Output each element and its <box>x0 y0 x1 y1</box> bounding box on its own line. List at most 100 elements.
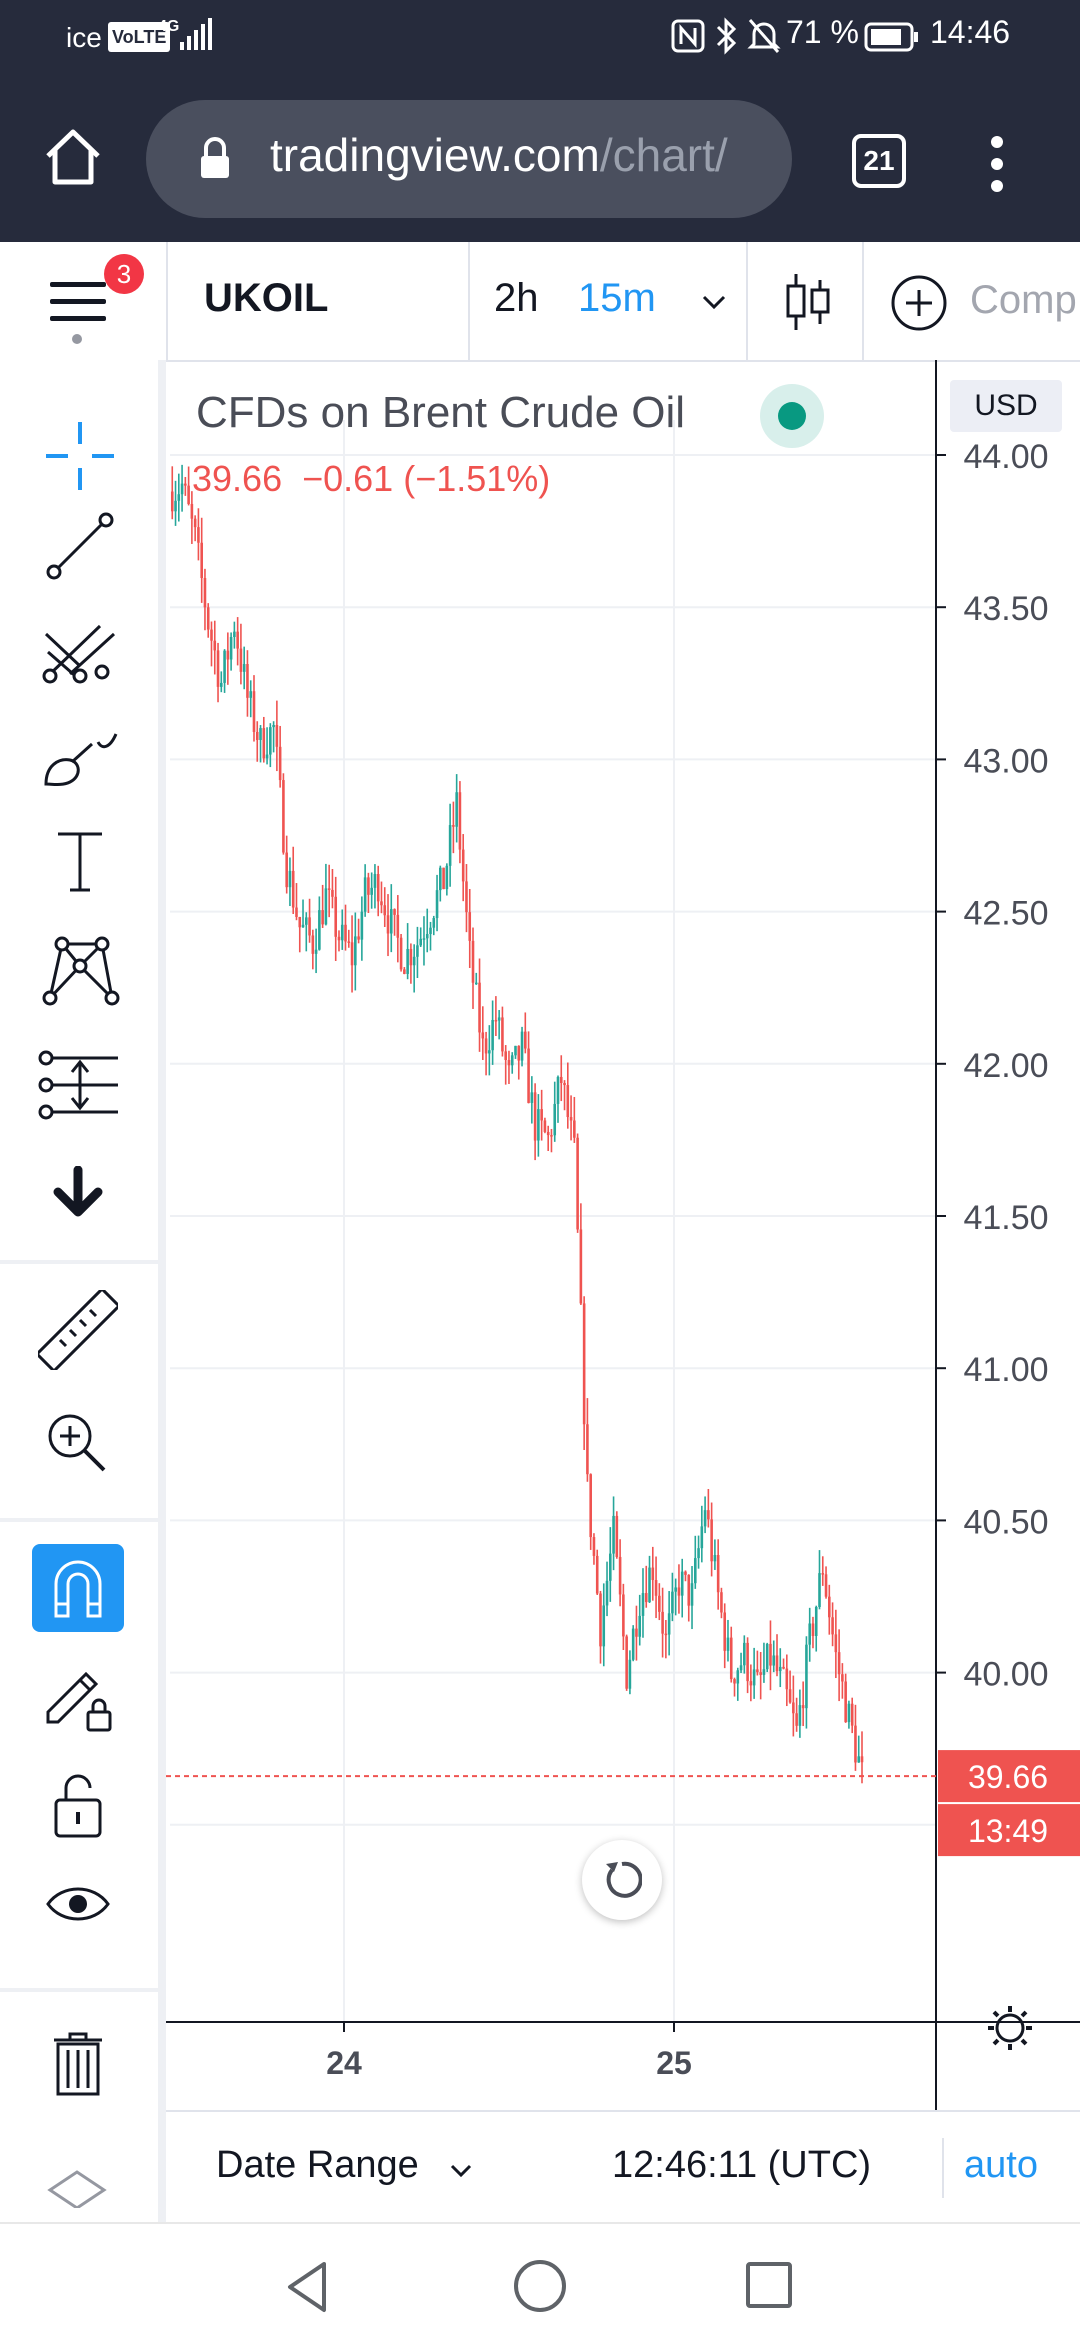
prediction-measure-icon[interactable] <box>38 1050 122 1120</box>
last-price-label: 39.66 <box>968 1759 1048 1795</box>
candle-body <box>435 890 439 919</box>
interval-button[interactable]: 15m <box>578 276 656 320</box>
pitchfork-icon[interactable] <box>40 616 120 688</box>
chevron-down-icon[interactable] <box>700 292 728 312</box>
candle-body <box>370 887 373 895</box>
price-tick-label: 44.00 <box>963 438 1048 476</box>
candle-body <box>720 1592 723 1613</box>
volte-badge: VoLTE <box>108 22 171 52</box>
browser-bar: tradingview.com/chart/ 21 <box>0 76 1080 242</box>
magnet-icon <box>54 1560 102 1618</box>
price-tick-label: 42.00 <box>963 1047 1048 1085</box>
candle-body <box>684 1571 687 1575</box>
range-label[interactable]: 2h <box>494 276 539 320</box>
toolbar-divider <box>746 242 748 360</box>
back-icon[interactable] <box>284 2260 332 2314</box>
candle-body <box>275 725 279 747</box>
zoom-in-icon[interactable] <box>44 1410 108 1474</box>
compare-button[interactable]: Comp <box>970 278 1077 322</box>
system-nav-bar <box>0 2222 1080 2342</box>
candle-body <box>409 948 413 966</box>
market-status-indicator[interactable] <box>760 384 824 448</box>
layers-icon[interactable] <box>46 2168 108 2208</box>
candle-body <box>756 1669 759 1673</box>
candle-body <box>563 1082 566 1086</box>
settings-gear-icon[interactable] <box>986 2004 1034 2052</box>
candle-body <box>743 1642 746 1666</box>
candles-chart-type-icon[interactable] <box>784 272 832 332</box>
candle-body <box>850 1703 854 1726</box>
candle-body <box>687 1574 691 1606</box>
date-range-button[interactable]: Date Range <box>216 2144 419 2186</box>
candle-body <box>540 1109 543 1121</box>
currency-label[interactable]: USD <box>950 380 1062 432</box>
clock-time: 14:46 <box>930 14 1011 50</box>
arrow-down-icon[interactable] <box>50 1166 106 1218</box>
candle-body <box>308 917 311 936</box>
reset-chart-button[interactable] <box>582 1840 662 1920</box>
candle-body <box>514 1045 517 1056</box>
candle-body <box>203 578 207 608</box>
brush-icon[interactable] <box>40 726 120 790</box>
candle-body <box>174 500 177 512</box>
candle-body <box>788 1689 792 1703</box>
candle-body <box>200 542 203 579</box>
candle-body <box>461 849 465 882</box>
text-tool-icon[interactable] <box>50 830 110 894</box>
menu-dots-icon[interactable] <box>982 134 1012 194</box>
price-chart[interactable]: 44.00 43.50 43.00 42.50 42.00 41.50 41.00 40.50… <box>166 360 1080 2110</box>
candle-body <box>713 1554 717 1562</box>
candle-body <box>772 1655 776 1666</box>
candle-body <box>321 910 324 925</box>
candle-body <box>749 1681 753 1686</box>
unlock-icon[interactable] <box>52 1770 104 1840</box>
candle-body <box>543 1120 547 1132</box>
tabs-button[interactable]: 21 <box>852 134 906 188</box>
legend-price: 39.66 <box>192 458 283 499</box>
chart-area[interactable]: 44.00 43.50 43.00 42.50 42.00 41.50 41.00 40.50… <box>166 360 1080 2110</box>
candle-body <box>746 1642 749 1682</box>
candle-body <box>396 914 400 938</box>
crosshair-icon[interactable] <box>44 420 116 492</box>
recents-icon[interactable] <box>744 2260 794 2310</box>
candle-body <box>190 503 194 519</box>
candle-body <box>739 1665 743 1671</box>
hamburger-icon <box>50 282 106 321</box>
trash-icon[interactable] <box>52 2032 104 2096</box>
trend-line-icon[interactable] <box>44 510 116 582</box>
lock-drawings-icon[interactable] <box>42 1660 114 1732</box>
magnet-button[interactable] <box>32 1544 124 1632</box>
candle-body <box>566 1085 570 1118</box>
candle-body <box>769 1643 772 1666</box>
ruler-icon[interactable] <box>38 1290 118 1370</box>
candle-body <box>255 731 259 740</box>
candle-body <box>847 1703 851 1723</box>
candle-body <box>311 935 315 954</box>
candle-body <box>298 916 302 928</box>
reset-icon <box>606 1861 642 1898</box>
auto-scale-button[interactable]: auto <box>964 2144 1038 2186</box>
candle-body <box>455 792 458 827</box>
url-text: tradingview.com/chart/ <box>270 128 780 182</box>
home-circle-icon[interactable] <box>512 2258 568 2314</box>
url-bar[interactable]: tradingview.com/chart/ <box>146 100 792 218</box>
main-menu-button[interactable]: 3 <box>0 242 166 360</box>
price-tick-label: 43.00 <box>963 742 1048 780</box>
utc-clock[interactable]: 12:46:11 (UTC) <box>612 2144 872 2186</box>
compare-plus-icon[interactable] <box>890 274 948 332</box>
visibility-eye-icon[interactable] <box>44 1880 112 1928</box>
symbol-search-button[interactable]: UKOIL <box>204 276 329 320</box>
candle-body <box>716 1554 720 1593</box>
pattern-icon[interactable] <box>40 936 120 1006</box>
candle-body <box>831 1617 834 1635</box>
candle-body <box>197 527 200 543</box>
candle-body <box>759 1672 762 1675</box>
home-icon[interactable] <box>42 126 104 188</box>
candle-body <box>710 1519 713 1562</box>
candle-body <box>765 1643 769 1670</box>
candle-body <box>589 1474 592 1538</box>
candle-body <box>452 825 455 827</box>
chevron-down-icon[interactable] <box>448 2162 474 2180</box>
lock-icon <box>201 137 229 178</box>
candle-body <box>752 1669 756 1686</box>
